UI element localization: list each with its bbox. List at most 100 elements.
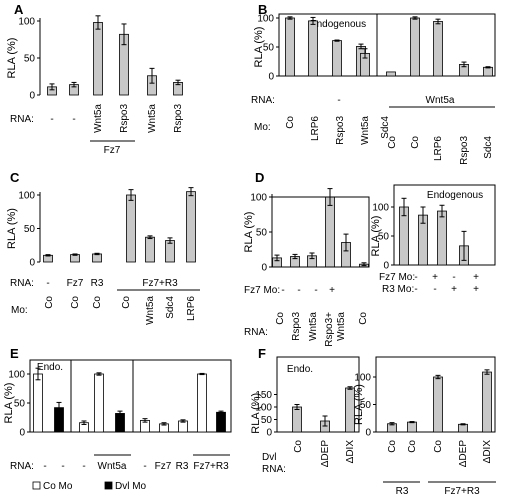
panel-f-left-y-axis-label: RLA (%) bbox=[250, 393, 262, 434]
panel-b-rna-label: RNA: bbox=[251, 95, 275, 106]
panel-e-legend-co-mo: Co Mo bbox=[43, 481, 73, 492]
panel-d-label-wnt5a: Wnt5a bbox=[336, 312, 347, 341]
panel-b-label-co: Co bbox=[387, 136, 398, 149]
panel-b-bar bbox=[308, 20, 318, 77]
panel-d-left-box bbox=[271, 196, 370, 268]
panel-c-rna-fz7r3: Fz7+R3 bbox=[142, 278, 178, 289]
panel-letter-f: F bbox=[258, 346, 266, 361]
panel-d-right-y-tick-label: 100 bbox=[372, 203, 389, 214]
panel-b-y-tick-label: 0 bbox=[268, 72, 274, 83]
panel-d-right-y-axis-label: RLA (%) bbox=[370, 216, 382, 257]
panel-b-label-lrp6: LRP6 bbox=[310, 116, 321, 141]
panel-d-right-fz7-sign: - bbox=[452, 272, 455, 283]
panel-e-y-tick-label: 50 bbox=[14, 399, 26, 410]
panel-b-mo-label: Mo: bbox=[254, 122, 271, 133]
panel-d-right-fz7-sign: + bbox=[473, 272, 479, 283]
panel-a-group-fz7: Fz7 bbox=[104, 145, 121, 156]
panel-e-bar-co bbox=[94, 373, 104, 433]
panel-f-label-ddep: ΔDEP bbox=[320, 440, 331, 468]
panel-f-label-ddep: ΔDEP bbox=[458, 440, 469, 468]
panel-c-y-tick-label: 100 bbox=[18, 191, 35, 202]
panel-e-endo-label: Endo. bbox=[37, 362, 63, 373]
panel-c-label-co: Co bbox=[121, 296, 132, 309]
panel-f-endo-label: Endo. bbox=[287, 364, 313, 375]
panel-a-y-axis-label: RLA (%) bbox=[6, 38, 18, 79]
panel-f-left-y-tick-label: 100 bbox=[255, 403, 272, 414]
panel-a-label-rspo3: Rspo3 bbox=[173, 104, 184, 133]
panel-b-label-wnt5a: Wnt5a bbox=[360, 116, 371, 145]
panel-c-rna-fz7: Fz7 bbox=[67, 278, 84, 289]
panel-d-label-co: Co bbox=[358, 312, 369, 325]
panel-c-rna-r3: R3 bbox=[91, 278, 104, 289]
panel-c-label-lrp6: LRP6 bbox=[186, 296, 197, 321]
panel-c-bar bbox=[165, 240, 175, 263]
panel-f-right-bar bbox=[458, 423, 468, 433]
panel-b-bar bbox=[410, 17, 420, 77]
panel-f-right-y-tick-label: 100 bbox=[354, 373, 371, 384]
panel-e-rna-label: RNA: bbox=[10, 461, 34, 472]
panel-f-group-r3: R3 bbox=[396, 486, 409, 497]
panel-letter-d: D bbox=[255, 170, 264, 185]
panel-d-right-r3-mo: R3 Mo: bbox=[382, 284, 414, 295]
panel-d-left-y-tick-label: 50 bbox=[256, 228, 268, 239]
panel-f-left-y-tick-label: 150 bbox=[255, 390, 272, 401]
panel-c-bar bbox=[126, 194, 136, 263]
panel-letter-e: E bbox=[10, 346, 19, 361]
panel-d-left-y-axis-label: RLA (%) bbox=[243, 212, 255, 253]
panel-e-legend-swatch-co bbox=[32, 481, 41, 490]
panel-letter-a: A bbox=[14, 2, 24, 17]
panel-d-left-mo-neg: - bbox=[281, 285, 284, 296]
panel-b-label-co: Co bbox=[410, 136, 421, 149]
panel-a-y-tick-label: 0 bbox=[29, 91, 35, 102]
panel-f-label-co: Co bbox=[433, 440, 444, 453]
panel-d-rna-label: RNA: bbox=[244, 327, 268, 338]
panel-b-y-tick-label: 100 bbox=[257, 14, 274, 25]
panel-c-y-tick-label: 0 bbox=[29, 258, 35, 269]
panel-d-left-y-tick-label: 0 bbox=[261, 263, 267, 274]
panel-c-bar bbox=[92, 253, 102, 263]
panel-d-right-r3-sign: - bbox=[414, 284, 417, 295]
panel-e-bar-dvl bbox=[216, 411, 226, 433]
panel-b-endogenous-label: Endogenous bbox=[310, 19, 366, 30]
panel-a-label-rspo3: Rspo3 bbox=[119, 104, 130, 133]
panel-a-y-tick-label: 100 bbox=[18, 17, 35, 28]
panel-b-rna-neg: - bbox=[337, 95, 340, 106]
panel-e-rna-r3: R3 bbox=[176, 461, 189, 472]
panel-e-rna-neg: - bbox=[43, 461, 46, 472]
panel-b-label-sdc4: Sdc4 bbox=[483, 136, 494, 159]
panel-f-label-co: Co bbox=[407, 440, 418, 453]
panel-c-bar bbox=[145, 236, 155, 263]
panel-d-right-r3-sign: + bbox=[473, 284, 479, 295]
panel-b-bar bbox=[433, 21, 443, 77]
panel-f-left-y-tick-label: 0 bbox=[266, 428, 272, 439]
panel-f-right-bar bbox=[433, 376, 443, 433]
panel-e-rna-neg: - bbox=[82, 461, 85, 472]
panel-f-label-co: Co bbox=[293, 440, 304, 453]
panel-b-bar bbox=[386, 71, 396, 77]
panel-f-label-ddix: ΔDIX bbox=[345, 440, 356, 464]
panel-a-rna-neg: - bbox=[50, 114, 53, 125]
panel-d-left-mo-plus: + bbox=[329, 285, 335, 296]
panel-d-left-mo-neg: - bbox=[297, 285, 300, 296]
panel-d-right-y-tick-label: 50 bbox=[378, 232, 390, 243]
panel-a-y-tick-label: 50 bbox=[24, 54, 36, 65]
panel-d-endogenous-label: Endogenous bbox=[427, 190, 483, 201]
panel-e-bar-co bbox=[33, 373, 43, 433]
panel-f-group-fz7r3: Fz7+R3 bbox=[444, 486, 480, 497]
panel-e-rna-wnt5a: Wnt5a bbox=[98, 461, 127, 472]
panel-b-label-sdc4: Sdc4 bbox=[380, 116, 391, 139]
panel-c-label-co: Co bbox=[92, 296, 103, 309]
panel-d-right-fz7-sign: - bbox=[414, 272, 417, 283]
panel-b-label-lrp6: LRP6 bbox=[433, 136, 444, 161]
panel-e-rna-fz7r3: Fz7+R3 bbox=[193, 461, 229, 472]
panel-e-legend-dvl-mo: Dvl Mo bbox=[115, 481, 147, 492]
panel-d-left-fz7-mo: Fz7 Mo: bbox=[244, 285, 280, 296]
panel-f-right-bar bbox=[407, 421, 417, 433]
panel-letter-c: C bbox=[10, 170, 20, 185]
panel-b-bar bbox=[332, 40, 342, 77]
panel-f-dvl-label: Dvl bbox=[262, 452, 276, 463]
panel-c-label-co: Co bbox=[44, 296, 55, 309]
panel-f-label-ddix: ΔDIX bbox=[482, 440, 493, 464]
panel-f-left-y-tick-label: 50 bbox=[261, 415, 273, 426]
